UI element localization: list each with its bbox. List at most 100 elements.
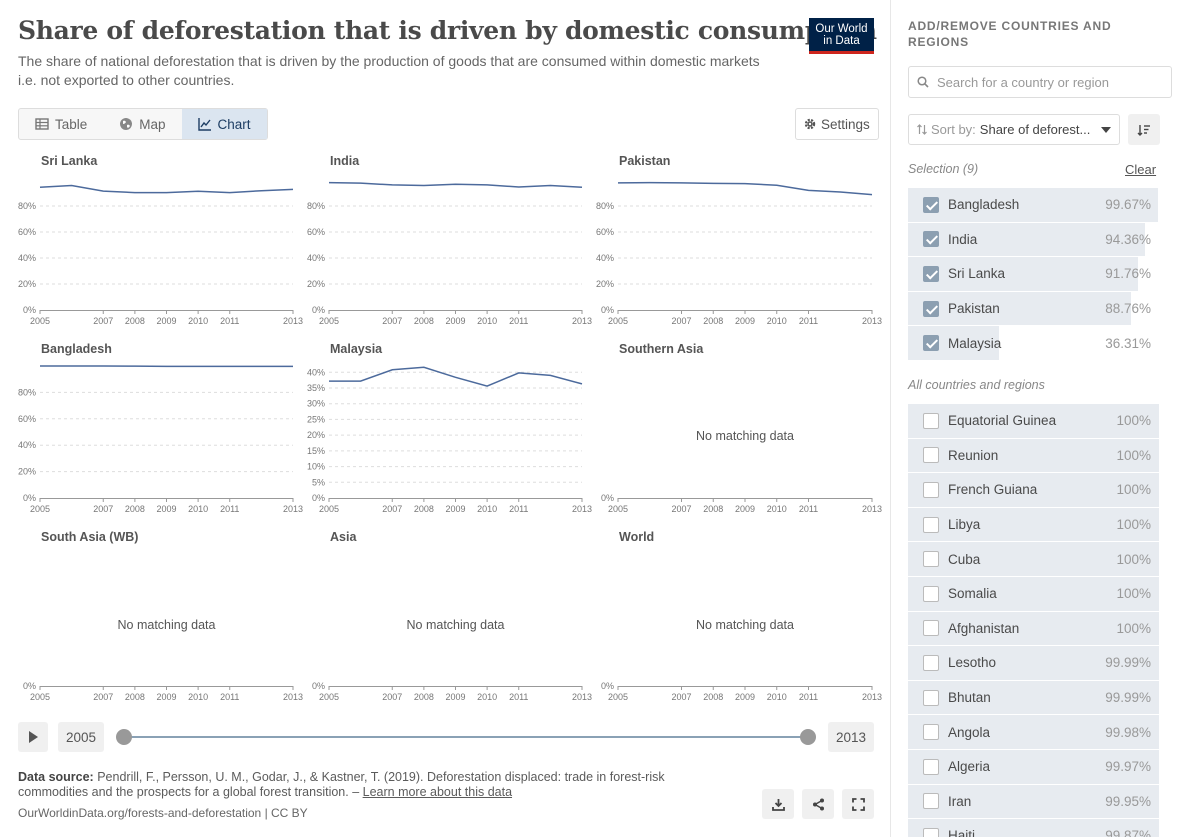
list-item[interactable]: Lesotho 99.99% bbox=[908, 646, 1159, 681]
share-button[interactable] bbox=[802, 789, 834, 819]
checkbox[interactable] bbox=[923, 689, 939, 706]
list-item[interactable]: Libya 100% bbox=[908, 507, 1159, 543]
checkbox[interactable] bbox=[923, 481, 939, 498]
fullscreen-button[interactable] bbox=[842, 789, 874, 819]
value-bar bbox=[908, 576, 1159, 611]
x-tick-label: 2008 bbox=[703, 504, 723, 514]
value-bar bbox=[908, 646, 1159, 680]
list-item[interactable]: French Guiana 100% bbox=[908, 473, 1159, 508]
tab-chart[interactable]: Chart bbox=[181, 109, 267, 139]
x-tick-label: 2010 bbox=[767, 504, 787, 514]
checkbox[interactable] bbox=[923, 231, 939, 248]
checkbox[interactable] bbox=[923, 827, 939, 837]
entity-selector: ADD/REMOVE COUNTRIES AND REGIONS Sort by… bbox=[890, 0, 1187, 837]
download-icon bbox=[771, 798, 785, 811]
x-tick-label: 2011 bbox=[220, 316, 239, 326]
tab-chart-label: Chart bbox=[217, 116, 251, 132]
tab-map[interactable]: Map bbox=[103, 109, 181, 139]
value-bar bbox=[908, 257, 1139, 291]
sort-order-button[interactable] bbox=[1128, 114, 1160, 145]
checkbox[interactable] bbox=[923, 265, 939, 282]
timeline-start-handle[interactable] bbox=[116, 729, 132, 745]
tab-table[interactable]: Table bbox=[19, 109, 103, 139]
footer-url[interactable]: OurWorldinData.org/forests-and-deforesta… bbox=[18, 806, 308, 820]
no-data-label: No matching data bbox=[118, 618, 216, 632]
checkbox[interactable] bbox=[923, 654, 939, 671]
play-button[interactable] bbox=[18, 722, 48, 752]
checkbox[interactable] bbox=[923, 758, 939, 775]
panel-title: Asia bbox=[330, 530, 357, 544]
owid-logo[interactable]: Our World in Data bbox=[809, 18, 874, 54]
panel-title: Bangladesh bbox=[41, 342, 112, 356]
timeline-end-year[interactable]: 2013 bbox=[827, 722, 874, 752]
learn-more-link[interactable]: Learn more about this data bbox=[362, 785, 513, 799]
x-tick-label: 2011 bbox=[799, 504, 818, 514]
x-tick-label: 2009 bbox=[735, 692, 755, 702]
list-item[interactable]: India 94.36% bbox=[908, 222, 1159, 258]
no-data-label: No matching data bbox=[696, 618, 794, 632]
checkbox[interactable] bbox=[923, 335, 939, 352]
x-tick-label: 2010 bbox=[477, 504, 497, 514]
list-item[interactable]: Reunion 100% bbox=[908, 438, 1159, 474]
y-tick-label: 0% bbox=[312, 493, 325, 503]
search-box[interactable] bbox=[908, 66, 1172, 98]
entity-value: 88.76% bbox=[1105, 301, 1151, 317]
list-item[interactable]: Bhutan 99.99% bbox=[908, 680, 1159, 716]
y-tick-label: 40% bbox=[307, 253, 325, 263]
list-item[interactable]: Malaysia 36.31% bbox=[908, 326, 1159, 361]
x-tick-label: 2007 bbox=[382, 692, 402, 702]
value-bar bbox=[908, 749, 1159, 784]
panel-title: India bbox=[330, 154, 360, 168]
x-tick-label: 2007 bbox=[671, 316, 691, 326]
checkbox[interactable] bbox=[923, 620, 939, 637]
y-tick-label: 0% bbox=[601, 305, 614, 315]
list-item[interactable]: Pakistan 88.76% bbox=[908, 291, 1159, 327]
value-bar bbox=[908, 611, 1159, 646]
x-tick-label: 2007 bbox=[93, 504, 113, 514]
x-tick-label: 2009 bbox=[445, 504, 465, 514]
list-item[interactable]: Somalia 100% bbox=[908, 576, 1159, 612]
timeline-end-handle[interactable] bbox=[800, 729, 816, 745]
timeline-start-year[interactable]: 2005 bbox=[58, 722, 105, 752]
sort-dropdown[interactable]: Sort by: Share of deforest... bbox=[908, 114, 1120, 145]
checkbox[interactable] bbox=[923, 724, 939, 741]
x-tick-label: 2005 bbox=[608, 504, 628, 514]
checkbox[interactable] bbox=[923, 196, 939, 213]
x-tick-label: 2009 bbox=[445, 692, 465, 702]
checkbox[interactable] bbox=[923, 516, 939, 533]
timeline-track[interactable] bbox=[124, 736, 808, 738]
entity-name: Libya bbox=[948, 517, 981, 533]
source-text: Pendrill, F., Persson, U. M., Godar, J.,… bbox=[18, 770, 665, 799]
settings-button[interactable]: Settings bbox=[795, 108, 879, 140]
checkbox[interactable] bbox=[923, 300, 939, 317]
checkbox[interactable] bbox=[923, 551, 939, 568]
list-item[interactable]: Equatorial Guinea 100% bbox=[908, 404, 1159, 439]
x-tick-label: 2013 bbox=[283, 504, 303, 514]
checkbox[interactable] bbox=[923, 412, 939, 429]
x-tick-label: 2011 bbox=[799, 692, 818, 702]
list-item[interactable]: Iran 99.95% bbox=[908, 784, 1159, 820]
download-button[interactable] bbox=[762, 789, 794, 819]
list-item[interactable]: Sri Lanka 91.76% bbox=[908, 257, 1159, 292]
panel-title: World bbox=[619, 530, 654, 544]
search-input[interactable] bbox=[937, 74, 1167, 90]
list-item[interactable]: Angola 99.98% bbox=[908, 715, 1159, 750]
list-item[interactable]: Afghanistan 100% bbox=[908, 611, 1159, 647]
list-item[interactable]: Cuba 100% bbox=[908, 542, 1159, 577]
globe-icon bbox=[120, 118, 133, 130]
list-item[interactable]: Bangladesh 99.67% bbox=[908, 188, 1159, 223]
value-bar bbox=[908, 188, 1159, 222]
y-tick-label: 0% bbox=[312, 305, 325, 315]
checkbox[interactable] bbox=[923, 447, 939, 464]
list-item[interactable]: Algeria 99.97% bbox=[908, 749, 1159, 785]
table-icon bbox=[35, 118, 49, 130]
list-item[interactable]: Haiti 99.87% bbox=[908, 819, 1159, 837]
checkbox[interactable] bbox=[923, 793, 939, 810]
entity-value: 100% bbox=[1116, 551, 1151, 567]
y-tick-label: 60% bbox=[307, 227, 325, 237]
x-tick-label: 2008 bbox=[703, 692, 723, 702]
clear-selection-button[interactable]: Clear bbox=[1125, 162, 1157, 177]
checkbox[interactable] bbox=[923, 585, 939, 602]
all-entities-label: All countries and regions bbox=[908, 378, 1045, 392]
y-tick-label: 0% bbox=[312, 681, 325, 691]
